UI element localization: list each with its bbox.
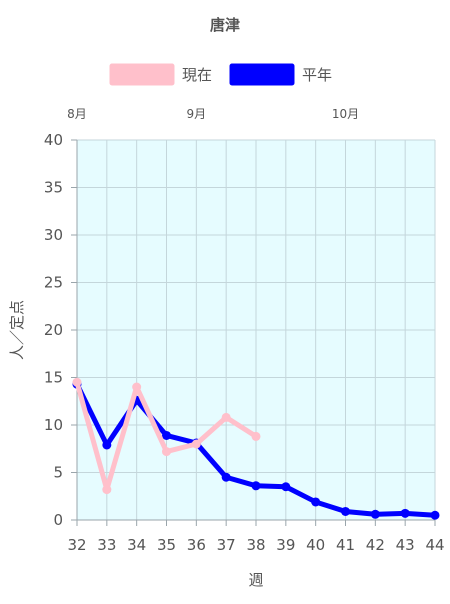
data-point-normal xyxy=(251,481,261,491)
month-label: 10月 xyxy=(332,107,359,121)
x-tick-label: 35 xyxy=(157,536,176,554)
x-tick-label: 37 xyxy=(217,536,236,554)
data-point-current xyxy=(72,377,82,387)
x-tick-label: 32 xyxy=(67,536,86,554)
legend-label-normal: 平年 xyxy=(302,66,332,84)
data-point-normal xyxy=(370,509,380,519)
month-label: 9月 xyxy=(187,107,207,121)
data-point-normal xyxy=(400,508,410,518)
y-tick-labels: 0 5 10 15 20 25 30 35 40 xyxy=(44,131,63,529)
y-tick-label: 25 xyxy=(44,274,63,292)
data-point-current xyxy=(102,485,112,495)
x-tick-label: 41 xyxy=(336,536,355,554)
data-point-normal xyxy=(281,482,291,492)
legend-label-current: 現在 xyxy=(182,66,212,84)
legend[interactable]: 現在 平年 xyxy=(109,63,332,86)
x-tick-label: 34 xyxy=(127,536,146,554)
chart-title: 唐津 xyxy=(210,16,240,34)
y-tick-label: 40 xyxy=(44,131,63,149)
data-point-normal xyxy=(341,506,350,516)
x-tick-label: 42 xyxy=(366,536,385,554)
data-point-current xyxy=(132,382,142,392)
month-labels: 8月 9月 10月 xyxy=(67,107,359,121)
data-point-normal xyxy=(311,497,321,507)
x-tick-label: 33 xyxy=(97,536,116,554)
data-point-current xyxy=(221,412,231,422)
axes xyxy=(71,139,436,526)
x-tick-label: 40 xyxy=(306,536,325,554)
x-tick-label: 44 xyxy=(425,536,444,554)
y-tick-label: 35 xyxy=(44,179,63,197)
y-tick-label: 30 xyxy=(44,226,63,244)
y-axis-label: 人／定点 xyxy=(8,300,26,360)
x-tick-label: 39 xyxy=(276,536,295,554)
data-point-current xyxy=(162,447,171,457)
y-tick-label: 20 xyxy=(44,321,63,339)
data-point-current xyxy=(251,431,261,441)
month-label: 8月 xyxy=(67,107,87,121)
data-point-normal xyxy=(162,430,171,440)
y-tick-label: 15 xyxy=(44,369,63,387)
series-current xyxy=(72,377,261,495)
legend-swatch-normal xyxy=(229,63,295,86)
series-lines xyxy=(72,377,440,520)
data-point-current xyxy=(191,439,201,449)
y-tick-label: 5 xyxy=(53,464,63,482)
data-point-normal xyxy=(221,472,231,482)
x-tick-label: 43 xyxy=(396,536,415,554)
data-point-normal xyxy=(430,510,440,520)
y-tick-label: 10 xyxy=(44,416,63,434)
y-tick-label: 0 xyxy=(53,511,63,529)
legend-swatch-current xyxy=(109,63,175,86)
x-axis-label: 週 xyxy=(248,571,263,589)
x-tick-label: 38 xyxy=(246,536,265,554)
data-point-normal xyxy=(102,440,112,450)
x-tick-label: 36 xyxy=(187,536,206,554)
x-tick-labels: 32 33 34 35 36 37 38 39 40 41 42 43 44 xyxy=(67,536,444,554)
